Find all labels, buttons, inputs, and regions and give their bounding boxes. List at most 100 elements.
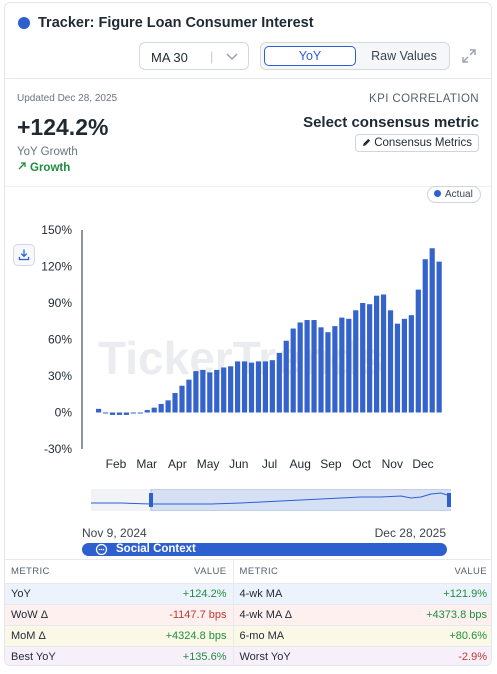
metric-value-cell: +80.6% bbox=[355, 625, 491, 647]
navigator-right-handle[interactable] bbox=[447, 493, 451, 507]
legend-actual[interactable]: Actual bbox=[427, 186, 481, 203]
bar[interactable] bbox=[179, 385, 185, 413]
social-context-button[interactable]: Social Context bbox=[82, 543, 447, 556]
bar[interactable] bbox=[186, 379, 192, 413]
y-tick-label: 30% bbox=[48, 369, 72, 383]
bar[interactable] bbox=[311, 320, 317, 413]
bar[interactable] bbox=[262, 361, 268, 413]
bar[interactable] bbox=[276, 352, 282, 413]
metrics-table: METRIC VALUE METRIC VALUE YoY +124.2% 4-wk… bbox=[5, 559, 491, 665]
bar[interactable] bbox=[193, 371, 199, 413]
value-header: VALUE bbox=[355, 559, 491, 584]
metric-value-cell: +124.2% bbox=[103, 583, 233, 605]
bar[interactable] bbox=[116, 412, 123, 415]
bar[interactable] bbox=[144, 410, 150, 413]
bar[interactable] bbox=[151, 407, 157, 413]
bar[interactable] bbox=[401, 318, 407, 413]
bar[interactable] bbox=[304, 320, 310, 413]
bar[interactable] bbox=[200, 369, 206, 413]
x-tick-label: Oct bbox=[352, 457, 371, 471]
x-tick-label: Aug bbox=[290, 457, 311, 471]
legend-dot-icon bbox=[434, 190, 441, 197]
bar[interactable] bbox=[380, 294, 387, 413]
metric-name-cell: MoM Δ bbox=[5, 625, 103, 647]
bar[interactable] bbox=[360, 303, 366, 413]
metric-header: METRIC bbox=[5, 559, 103, 584]
bar[interactable] bbox=[228, 366, 234, 413]
bar[interactable] bbox=[172, 393, 178, 413]
bar[interactable] bbox=[297, 322, 303, 413]
bar[interactable] bbox=[241, 361, 248, 413]
bar[interactable] bbox=[394, 323, 401, 413]
bar[interactable] bbox=[374, 295, 380, 413]
legend-label: Actual bbox=[445, 189, 473, 200]
bar[interactable] bbox=[290, 328, 296, 413]
chat-bubble-icon bbox=[95, 543, 108, 556]
bar[interactable] bbox=[332, 326, 338, 413]
navigator-left-handle[interactable] bbox=[149, 493, 153, 507]
bar[interactable] bbox=[283, 340, 289, 413]
bar[interactable] bbox=[339, 317, 345, 413]
bar[interactable] bbox=[158, 403, 164, 413]
status-dot-icon bbox=[18, 17, 30, 29]
bar[interactable] bbox=[429, 248, 435, 413]
bar[interactable] bbox=[221, 367, 227, 413]
bar[interactable] bbox=[137, 412, 143, 414]
metric-value-cell: -1147.7 bps bbox=[103, 604, 233, 626]
x-tick-label: Nov bbox=[382, 457, 403, 471]
metric-name-cell: YoY bbox=[5, 583, 103, 605]
chevron-down-icon[interactable] bbox=[226, 52, 238, 62]
value-header: VALUE bbox=[103, 559, 233, 584]
bar[interactable] bbox=[422, 259, 428, 413]
x-tick-label: Mar bbox=[136, 457, 157, 471]
bar[interactable] bbox=[353, 310, 359, 413]
bar[interactable] bbox=[109, 412, 116, 415]
metric-name-cell: WoW Δ bbox=[5, 604, 103, 626]
x-tick-label: May bbox=[197, 457, 220, 471]
y-tick-label: 150% bbox=[41, 223, 72, 237]
kpi-trend-label: Growth bbox=[30, 162, 71, 174]
bar[interactable] bbox=[214, 369, 220, 413]
bar[interactable] bbox=[387, 310, 394, 413]
navigator-end-date: Dec 28, 2025 bbox=[374, 526, 446, 540]
metric-value-cell: +121.9% bbox=[355, 583, 491, 605]
bar[interactable] bbox=[96, 408, 102, 413]
metric-value-cell: +4373.8 bps bbox=[355, 604, 491, 626]
kpi-value: +124.2% bbox=[17, 114, 109, 140]
arrow-up-right-icon bbox=[18, 162, 26, 170]
mode-raw-values-button[interactable]: Raw Values bbox=[371, 49, 437, 63]
metric-name-cell: Best YoY bbox=[5, 646, 103, 665]
bar[interactable] bbox=[269, 360, 275, 413]
bar[interactable] bbox=[346, 318, 352, 413]
mode-toggle: YoY Raw Values bbox=[260, 42, 450, 70]
select-separator: | bbox=[210, 49, 214, 64]
bar[interactable] bbox=[436, 261, 442, 413]
bar[interactable] bbox=[235, 361, 241, 413]
bar[interactable] bbox=[367, 304, 373, 413]
consensus-metrics-label: Consensus Metrics bbox=[374, 137, 472, 149]
bar[interactable] bbox=[165, 400, 171, 413]
bar[interactable] bbox=[408, 315, 414, 413]
bar[interactable] bbox=[255, 361, 262, 413]
range-navigator[interactable] bbox=[91, 489, 451, 511]
bar[interactable] bbox=[248, 362, 255, 413]
bar[interactable] bbox=[130, 412, 136, 414]
bar[interactable] bbox=[102, 412, 109, 414]
consensus-title: Select consensus metric bbox=[303, 114, 479, 131]
updated-timestamp: Updated Dec 28, 2025 bbox=[17, 93, 118, 104]
bar[interactable] bbox=[415, 289, 421, 413]
expand-icon[interactable] bbox=[461, 48, 477, 64]
kpi-label: YoY Growth bbox=[17, 146, 78, 158]
mode-yoy-button[interactable]: YoY bbox=[264, 46, 356, 66]
bar[interactable] bbox=[318, 327, 324, 413]
download-button[interactable] bbox=[13, 244, 35, 266]
table-row: MoM Δ +4324.8 bps 6-mo MA +80.6% bbox=[5, 625, 491, 647]
bar[interactable] bbox=[207, 372, 213, 413]
section-divider bbox=[5, 186, 491, 187]
download-icon bbox=[18, 249, 30, 261]
bar[interactable] bbox=[325, 332, 331, 413]
bar[interactable] bbox=[123, 412, 129, 415]
x-tick-label: Apr bbox=[168, 457, 187, 471]
moving-average-select[interactable]: MA 30 | bbox=[139, 42, 249, 70]
consensus-metrics-button[interactable]: Consensus Metrics bbox=[355, 134, 479, 152]
